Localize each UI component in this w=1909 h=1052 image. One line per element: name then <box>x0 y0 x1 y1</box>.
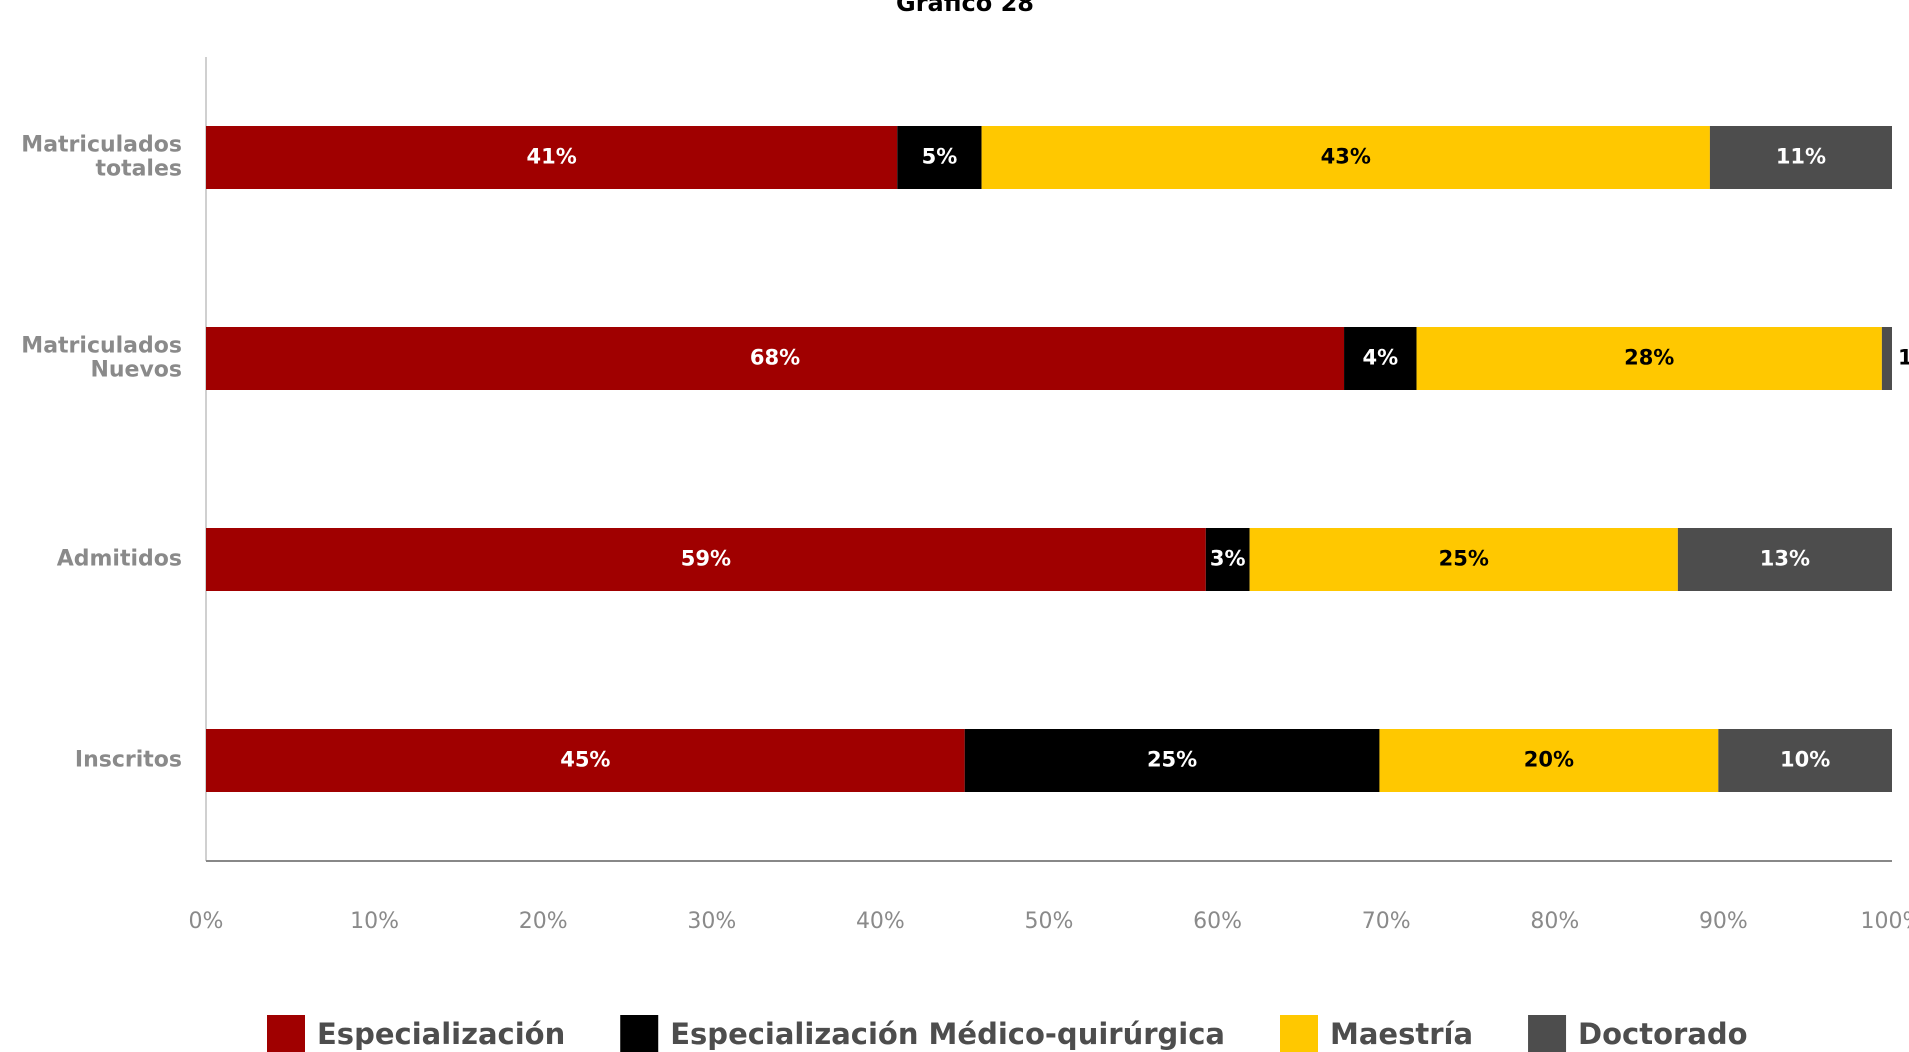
data-label: 25% <box>1147 748 1197 772</box>
y-tick-label: Matriculados totales <box>21 133 182 182</box>
legend-swatch <box>267 1015 305 1052</box>
x-tick-label: 10% <box>350 909 399 934</box>
bar-segment <box>1718 729 1892 792</box>
bar-segment <box>1881 327 1892 390</box>
x-tick-label: 60% <box>1193 909 1242 934</box>
data-label: 20% <box>1524 748 1574 772</box>
legend-swatch <box>1528 1015 1567 1052</box>
data-label: 45% <box>560 748 610 772</box>
x-tick-label: 80% <box>1530 909 1579 934</box>
bar-segment <box>1379 729 1719 792</box>
data-label: 10% <box>1780 748 1830 772</box>
legend-label: Especialización <box>317 1017 565 1051</box>
bar-segment <box>1416 327 1882 390</box>
x-tick-label: 70% <box>1362 909 1411 934</box>
x-tick-label: 50% <box>1025 909 1074 934</box>
y-tick-label: Admitidos <box>57 547 182 572</box>
x-tick-label: 40% <box>856 909 905 934</box>
legend-label: Doctorado <box>1578 1017 1748 1051</box>
x-tick-label: 20% <box>519 909 568 934</box>
bar-segment <box>1709 126 1892 189</box>
data-label: 4% <box>1362 346 1398 370</box>
y-tick-label: Matriculados Nuevos <box>21 334 182 383</box>
data-label: 28% <box>1624 346 1674 370</box>
legend-label: Maestría <box>1330 1017 1473 1051</box>
bar-segment <box>1249 528 1678 591</box>
x-tick-label: 0% <box>189 909 224 934</box>
bar-segment <box>897 126 982 189</box>
bar-segment <box>206 528 1206 591</box>
bar-segment <box>1344 327 1417 390</box>
bar-segment <box>206 126 898 189</box>
data-label: 41% <box>526 145 576 169</box>
x-tick-label: 90% <box>1699 909 1748 934</box>
x-tick-label: 30% <box>687 909 736 934</box>
x-tick-label: 100% <box>1861 909 1909 934</box>
bar-segment <box>1205 528 1250 591</box>
data-label: 59% <box>681 547 731 571</box>
bar-segment <box>964 729 1380 792</box>
legend-swatch <box>1280 1015 1318 1052</box>
chart-title: Gráfico 28 <box>896 0 1034 17</box>
y-tick-label: Inscritos <box>75 748 182 773</box>
data-label: 43% <box>1321 145 1371 169</box>
data-label: 3% <box>1210 547 1246 571</box>
data-label: 13% <box>1760 547 1810 571</box>
bar-segment <box>206 729 965 792</box>
data-label: 68% <box>750 346 800 370</box>
legend-swatch <box>620 1015 659 1052</box>
legend-label: Especialización Médico-quirúrgica <box>670 1017 1225 1051</box>
bar-segment <box>206 327 1345 390</box>
data-label: 11% <box>1776 145 1826 169</box>
data-label: 1% <box>1898 346 1909 370</box>
bar-segment <box>981 126 1710 189</box>
bar-segment <box>1677 528 1892 591</box>
data-label: 5% <box>922 145 958 169</box>
data-label: 25% <box>1439 547 1489 571</box>
